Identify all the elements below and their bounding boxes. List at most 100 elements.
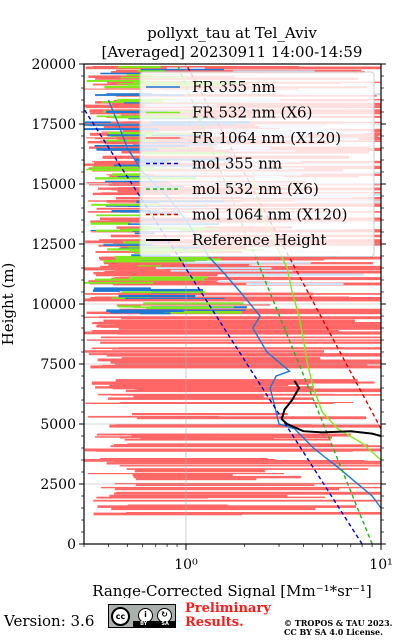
legend-label: mol 532 nm (X6): [192, 180, 319, 198]
fr-1064-noise-bar: [84, 298, 381, 302]
fr-1064-noise-bar: [96, 449, 353, 452]
fr-1064-noise-bar: [131, 394, 313, 396]
fr-noise-bar: [105, 180, 168, 183]
fr-noise-bar: [96, 148, 158, 151]
fr-1064-noise-bar: [92, 381, 375, 384]
fr-1064-noise-bar: [135, 478, 257, 481]
y-tick-label: 5000: [40, 417, 76, 433]
fr-noise-bar: [106, 110, 169, 114]
chart-figure: pollyxt_tau at Tel_Aviv [Averaged] 20230…: [0, 24, 393, 598]
copyright-line1: © TROPOS & TAU 2023.: [284, 618, 393, 628]
fr-1064-noise-bar: [93, 499, 381, 502]
cc-strip: BY SA: [133, 621, 176, 627]
fr-noise-bar: [246, 282, 344, 285]
fr-1064-noise-bar: [84, 350, 325, 353]
fr-noise-bar: [152, 309, 246, 311]
fr-noise-bar: [114, 255, 208, 259]
fr-noise-bar: [92, 169, 151, 171]
fr-1064-noise-bar: [109, 494, 288, 498]
legend-label: FR 355 nm: [192, 78, 276, 96]
fr-noise-bar: [95, 229, 139, 232]
fr-noise-bar: [106, 93, 153, 95]
fr-noise-bar: [91, 166, 186, 169]
fr-1064-noise-bar: [135, 483, 315, 486]
fr-1064-noise-bar: [115, 379, 358, 382]
fr-1064-noise-bar: [85, 66, 381, 70]
cc-strip-sa: SA: [161, 621, 169, 627]
fr-noise-bar: [90, 222, 131, 225]
fr-1064-noise-bar: [97, 321, 219, 325]
fr-noise-bar: [232, 70, 315, 72]
fr-1064-noise-bar: [134, 469, 265, 473]
legend-label: mol 1064 nm (X120): [192, 206, 347, 224]
fr-1064-noise-bar: [106, 462, 381, 465]
series-line-mol-532-nm-x6-: [176, 64, 373, 544]
fr-1064-noise-bar: [100, 341, 381, 344]
fr-1064-noise-bar: [118, 327, 381, 330]
fr-noise-bar: [125, 297, 225, 299]
copyright-line2: CC BY SA 4.0 License.: [284, 627, 383, 637]
fr-1064-noise-bar: [100, 265, 381, 269]
fr-noise-bar: [117, 305, 141, 308]
fr-noise-bar: [93, 287, 151, 290]
y-tick-label: 0: [67, 537, 76, 553]
series-line-reference-height: [280, 380, 381, 437]
fr-1064-noise-bar: [133, 395, 264, 399]
attribution-icon: i: [138, 608, 153, 623]
fr-1064-noise-bar: [114, 460, 381, 463]
fr-1064-noise-bar: [113, 444, 288, 446]
x-tick-label: 10¹: [369, 557, 392, 573]
cc-license-badge[interactable]: cc i ↻ BY SA: [108, 604, 176, 628]
fr-1064-noise-bar: [121, 357, 321, 360]
fr-1064-noise-bar: [95, 273, 218, 277]
fr-noise-bar: [129, 276, 208, 279]
fr-1064-noise-bar: [126, 468, 368, 470]
fr-noise-bar: [104, 85, 142, 89]
fr-noise-bar: [122, 241, 151, 244]
y-axis: 0 2500 5000 7500 10000 12500 15000 17500 20000: [31, 57, 386, 553]
preliminary-line2: Results.: [185, 615, 244, 630]
y-tick-label: 10000: [31, 297, 76, 313]
fr-noise-bar: [140, 312, 171, 315]
fr-noise-bar: [152, 290, 203, 292]
fr-noise-bar: [143, 302, 244, 305]
fr-noise-bar: [124, 102, 152, 104]
legend-label: Reference Height: [192, 231, 326, 249]
fr-1064-noise-bar: [110, 445, 381, 448]
preliminary-notice: Preliminary Results.: [185, 602, 285, 630]
x-axis-label: Range-Corrected Signal [Mm⁻¹*sr⁻¹]: [92, 582, 372, 598]
fr-1064-noise-bar: [112, 309, 381, 313]
fr-1064-noise-bar: [90, 365, 381, 369]
fr-noise-bar: [111, 288, 203, 292]
fr-1064-noise-bar: [85, 402, 334, 404]
fr-1064-noise-bar: [136, 416, 367, 420]
fr-1064-noise-bar: [109, 424, 380, 428]
chart-title-line2: [Averaged] 20230911 14:00-14:59: [102, 43, 363, 61]
fr-1064-noise-bar: [124, 439, 331, 441]
fr-1064-noise-bar: [113, 384, 289, 387]
fr-noise-bar: [121, 291, 206, 294]
fr-1064-noise-bar: [91, 347, 381, 349]
fr-1064-noise-bar: [108, 397, 313, 400]
fr-noise-bar: [143, 311, 242, 314]
fr-1064-noise-bar: [123, 325, 381, 327]
fr-1064-noise-bar: [111, 507, 316, 511]
fr-1064-noise-bar: [101, 256, 381, 260]
fr-noise-bar: [146, 306, 212, 309]
fr-1064-noise-bar: [132, 413, 288, 416]
y-tick-label: 17500: [31, 117, 76, 133]
x-tick-label: 10⁰: [174, 557, 198, 573]
fr-noise-bar: [216, 280, 271, 282]
fr-1064-noise-bar: [117, 359, 381, 362]
cc-strip-by: BY: [140, 621, 148, 627]
fr-1064-noise-bar: [84, 331, 381, 335]
footer: Version: 3.6 cc i ↻ BY SA Preliminary Re…: [0, 598, 400, 640]
fr-1064-noise-bar: [98, 316, 381, 319]
y-axis-label: Height (m): [0, 263, 17, 346]
fr-noise-bar: [115, 258, 221, 261]
fr-1064-noise-bar: [104, 271, 381, 274]
fr-noise-bar: [106, 309, 184, 312]
fr-1064-noise-bar: [119, 402, 354, 403]
legend-label: FR 1064 nm (X120): [192, 129, 341, 147]
fr-1064-noise-bar: [103, 319, 355, 323]
